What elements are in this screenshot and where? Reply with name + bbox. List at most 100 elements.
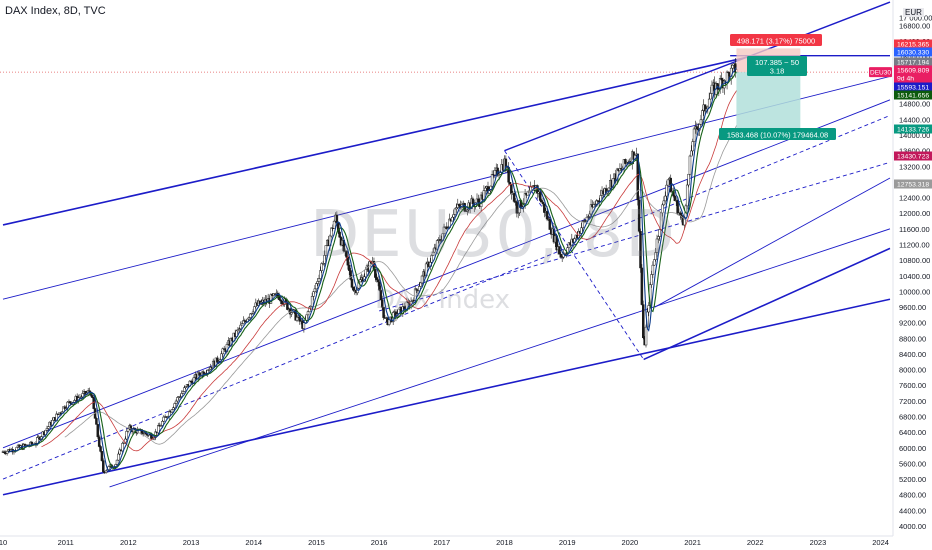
candle-body	[676, 200, 679, 215]
candle-body	[374, 269, 377, 278]
candle-body	[290, 312, 293, 315]
candle-body	[375, 277, 378, 280]
candle-body	[624, 159, 627, 164]
candle-body	[493, 170, 497, 176]
y-tick-label: 16800.00	[899, 22, 930, 31]
price-badge-bg	[894, 82, 932, 92]
candle-body	[457, 204, 461, 207]
price-badge[interactable]: 15717.194	[894, 57, 932, 67]
price-badge-bg	[894, 57, 932, 67]
y-tick-label: 5600.00	[899, 459, 926, 468]
price-badge-text: 15609.809	[897, 68, 929, 75]
candle-body	[642, 304, 645, 338]
candle-body	[124, 438, 127, 443]
candle-body	[497, 174, 501, 176]
watermark-name: DAX Index	[375, 285, 511, 315]
price-badge[interactable]: 16215.365	[894, 39, 932, 49]
y-tick-label: 12400.00	[899, 194, 930, 203]
candle-body	[489, 185, 492, 191]
candle-body	[247, 317, 251, 320]
candle-body	[543, 203, 546, 213]
candle-body	[415, 288, 418, 291]
price-badge[interactable]: 16030.330	[894, 47, 932, 57]
candle-body	[710, 84, 714, 94]
candle-body	[701, 110, 704, 121]
symbol-tag-text: DEU30	[870, 70, 891, 77]
candle-body	[183, 387, 186, 392]
price-badge[interactable]: 13430.723	[894, 151, 932, 161]
x-tick-label: 2013	[183, 538, 200, 547]
candle-body	[347, 264, 351, 271]
candle-body	[239, 324, 242, 329]
price-badge-bg	[894, 47, 932, 57]
candle-body	[324, 245, 328, 256]
channel-lower-mid	[109, 228, 891, 488]
candle-body	[595, 200, 598, 205]
price-badge-text: 16030.330	[897, 50, 929, 57]
price-badge[interactable]: 9d 4h	[894, 73, 932, 83]
candle-body	[658, 229, 661, 237]
candle-body	[691, 141, 694, 152]
candle-body	[97, 436, 101, 447]
candle-body	[662, 200, 666, 206]
candle-body	[435, 240, 439, 250]
stop-loss-label[interactable]: 498.171 (3.17%) 75000	[730, 34, 822, 46]
y-tick-label: 6400.00	[899, 428, 926, 437]
candle-body	[320, 263, 324, 271]
candle-body	[100, 451, 104, 461]
candle-body	[242, 320, 245, 324]
candle-body	[295, 317, 299, 321]
candle-body	[647, 305, 650, 313]
x-tick-label: 2017	[433, 538, 450, 547]
chart-title: DAX Index, 8D, TVC	[5, 5, 106, 17]
y-tick-label: 7200.00	[899, 397, 926, 406]
profit-target-zone	[736, 72, 801, 130]
price-badge[interactable]: 14133.726	[894, 124, 932, 134]
candle-body	[207, 369, 211, 371]
price-badge[interactable]: 15593.151	[894, 82, 932, 92]
candle-body	[3, 451, 6, 454]
candle-body	[302, 322, 306, 329]
x-tick-label: 2022	[747, 538, 764, 547]
candle-body	[280, 300, 284, 305]
price-badge-bg	[894, 73, 932, 83]
target-label[interactable]: 1583.468 (10.07%) 179464.08	[719, 128, 836, 140]
candle-body	[336, 222, 340, 233]
y-tick-label: 4800.00	[899, 491, 926, 500]
candle-body	[184, 386, 187, 388]
candle-body	[170, 409, 174, 413]
candle-body	[162, 416, 165, 422]
candle-body	[548, 218, 552, 230]
stop-loss-label-text: 498.171 (3.17%) 75000	[737, 37, 815, 46]
candle-body	[306, 311, 310, 316]
candle-body	[176, 397, 179, 402]
candle-body	[96, 424, 100, 438]
candle-body	[559, 253, 563, 258]
candle-body	[477, 198, 480, 203]
candle-body	[316, 281, 319, 284]
candle-body	[47, 426, 50, 429]
candle-body	[352, 287, 355, 291]
candle-body	[173, 403, 176, 408]
candle-body	[358, 279, 362, 283]
candle-body	[482, 190, 486, 200]
target-label-text: 1583.468 (10.07%) 179464.08	[727, 131, 828, 140]
price-badge-text: 15717.194	[897, 60, 929, 67]
y-tick-label: 7600.00	[899, 381, 926, 390]
price-badge[interactable]: 15141.656	[894, 90, 932, 100]
price-badge[interactable]: 12753.318	[894, 179, 932, 189]
candle-body	[483, 187, 487, 191]
candle-body	[516, 212, 520, 214]
candle-body	[315, 283, 318, 290]
y-tick-label: 12000.00	[899, 209, 930, 218]
y-tick-label: 6000.00	[899, 444, 926, 453]
candle-body	[666, 179, 670, 186]
candle-body	[692, 128, 696, 142]
price-badge[interactable]: 15609.809	[894, 65, 932, 75]
candle-body	[308, 306, 311, 312]
candle-body	[221, 348, 225, 355]
candle-body	[540, 200, 543, 203]
candle-body	[651, 264, 655, 275]
